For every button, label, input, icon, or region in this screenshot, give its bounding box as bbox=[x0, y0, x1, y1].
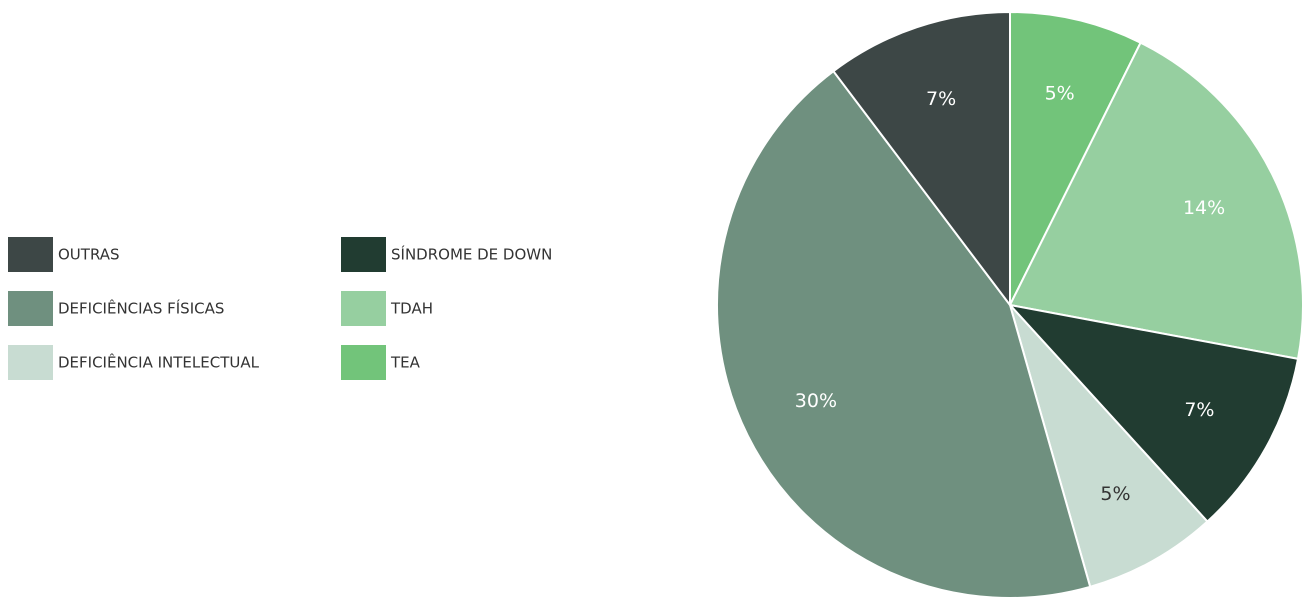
legend-swatch bbox=[8, 291, 53, 326]
slice-label: 7% bbox=[1184, 399, 1214, 421]
legend-label: DEFICIÊNCIA INTELECTUAL bbox=[58, 353, 260, 372]
pie-slice bbox=[832, 10, 1011, 308]
slice-label: 14% bbox=[1183, 197, 1225, 219]
legend-label: OUTRAS bbox=[58, 246, 120, 264]
legend-label: TEA bbox=[390, 354, 421, 372]
pie-slice bbox=[1007, 303, 1300, 523]
slice-label: 7% bbox=[926, 88, 956, 110]
slice-label: 30% bbox=[795, 390, 837, 412]
pie-slice bbox=[1009, 10, 1142, 306]
pie-slice bbox=[1009, 304, 1209, 589]
legend-label: DEFICIÊNCIAS FÍSICAS bbox=[58, 299, 224, 318]
slice-label: 5% bbox=[1045, 82, 1075, 104]
legend-label: SÍNDROME DE DOWN bbox=[391, 245, 552, 264]
legend-swatch bbox=[341, 345, 386, 380]
legend-swatch bbox=[8, 237, 53, 272]
legend-swatch bbox=[341, 237, 386, 272]
slice-label: 5% bbox=[1100, 483, 1130, 505]
legend-label: TDAH bbox=[390, 300, 433, 318]
pie-slice bbox=[716, 69, 1092, 598]
legend-swatch bbox=[341, 291, 386, 326]
legend-swatch bbox=[8, 345, 53, 380]
